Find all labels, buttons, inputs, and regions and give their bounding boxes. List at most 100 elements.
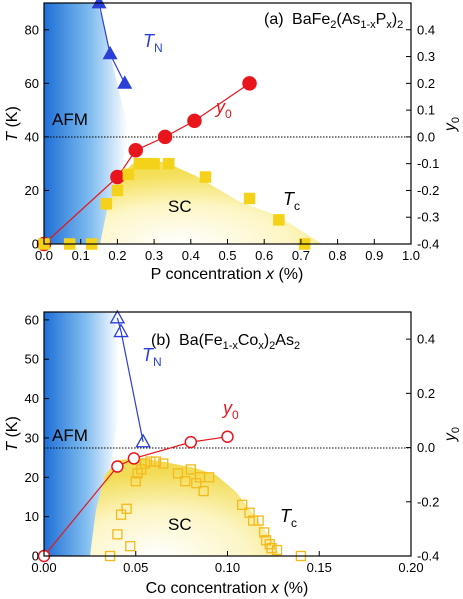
- series-label-tn-b: TN: [142, 345, 162, 369]
- title-a-part-7: 2: [397, 19, 403, 31]
- tc-a-sub: c: [294, 199, 300, 213]
- y2tick-label-a-2: -0.2: [417, 183, 439, 198]
- title-b: (b) Ba(Fe1-xCox)2As2: [151, 332, 300, 352]
- tc-b-sub: c: [291, 516, 297, 530]
- series-label-tc-b: Tc: [280, 506, 297, 530]
- point-tn-a-2: [117, 75, 133, 89]
- point-tc-b-19: [237, 499, 248, 510]
- point-tc-b-1: [112, 529, 123, 540]
- point-tc-b-8: [139, 458, 151, 469]
- xlabel-b-text: Co concentration: [146, 580, 271, 597]
- sc-label-a: SC: [168, 197, 192, 216]
- title-b-part-5: 2: [269, 340, 275, 352]
- tn-b-sub: N: [153, 355, 162, 369]
- y2tick-label-a-0: -0.4: [417, 237, 439, 252]
- ylabel-a: T (K): [4, 106, 21, 142]
- point-tc-b-26: [266, 542, 277, 554]
- xtick-label-a-5: 0.5: [218, 248, 236, 263]
- ytick-label-b-6: 60: [25, 312, 39, 327]
- point-y0-b-1: [111, 460, 124, 473]
- xtick-label-a-8: 0.8: [329, 248, 347, 263]
- y2tick-label-b-4: 0.4: [417, 332, 435, 347]
- xtick-label-b-4: 0.20: [398, 560, 423, 575]
- tc-a-var: T: [283, 189, 296, 209]
- panel-a: 0.0 0.1 0.2 0.3 0.4 0.5 0.6 0.7 0.8 0.9 1.00204060…: [4, 0, 462, 283]
- point-tc-b-18: [203, 472, 215, 483]
- panel-label-a: (a): [264, 11, 284, 28]
- point-tc-b-27: [271, 544, 283, 556]
- sc-label-b: SC: [168, 515, 192, 534]
- series-label-y0-b: y0: [221, 398, 239, 422]
- point-tc-b-17: [198, 485, 209, 497]
- title-b-part-6: As: [275, 332, 294, 349]
- ytick-label-b-3: 30: [25, 430, 39, 445]
- xlabel-b-unit: (%): [279, 580, 308, 597]
- point-tn-a-1: [102, 45, 118, 60]
- title-a-part-1: 2: [330, 19, 336, 31]
- point-y0-a-2: [128, 143, 143, 158]
- point-y0-b-4: [221, 430, 234, 443]
- point-tc-b-7: [136, 464, 147, 475]
- xtick-label-a-6: 0.6: [255, 248, 273, 263]
- y2tick-label-b-0: -0.4: [417, 549, 439, 564]
- title-b-part-2: Co: [238, 332, 259, 349]
- y2label-a-sub: 0: [450, 117, 462, 123]
- ylabel-b: T (K): [4, 416, 21, 452]
- point-tc-b-4: [125, 541, 136, 552]
- xtick-label-b-2: 0.10: [215, 560, 240, 575]
- title-b-part-7: 2: [294, 340, 300, 352]
- point-tn-b-1: [113, 323, 129, 338]
- afm-label-b: AFM: [52, 426, 88, 445]
- ytick-label-a-4: 80: [25, 22, 39, 37]
- ylabel-a-unit: (K): [4, 106, 21, 132]
- title-b-part-1: 1-x: [223, 340, 239, 352]
- point-y0-a-3: [157, 129, 173, 145]
- y2label-a: y0: [442, 117, 462, 132]
- y2label-b: y0: [442, 427, 462, 442]
- point-tn-b-0: [109, 309, 126, 324]
- point-tc-a-4: [111, 184, 124, 197]
- point-tc-a-12: [273, 214, 285, 226]
- series-label-tn-a: TN: [143, 31, 163, 55]
- y2label-a-var: y: [442, 122, 459, 132]
- point-y0-b-2: [127, 452, 141, 465]
- point-tc-a-9: [163, 157, 175, 170]
- y2tick-label-a-1: -0.3: [417, 210, 439, 225]
- point-tc-b-15: [191, 478, 202, 489]
- ytick-label-b-0: 0: [32, 549, 39, 564]
- ylabel-a-var: T: [4, 131, 21, 142]
- xtick-label-a-3: 0.3: [145, 248, 163, 263]
- ytick-label-b-5: 50: [25, 352, 39, 367]
- point-tc-a-5: [122, 168, 135, 181]
- y2tick-label-a-5: 0.1: [417, 103, 435, 118]
- point-tc-a-10: [199, 171, 212, 183]
- title-a-part-4: P: [376, 11, 387, 28]
- title-a-part-5: x: [386, 19, 392, 31]
- point-tn-b-2: [135, 433, 151, 448]
- ytick-label-b-1: 10: [25, 509, 39, 524]
- point-tn-a-0: [91, 0, 107, 9]
- y0-b-sub: 0: [232, 408, 239, 422]
- point-tc-b-23: [259, 527, 270, 538]
- tc-b-var: T: [280, 506, 293, 526]
- y0-a-sub: 0: [225, 107, 232, 121]
- point-tc-b-5: [130, 476, 141, 487]
- afm-label-a: AFM: [52, 110, 88, 129]
- xtick-label-a-9: 0.9: [365, 248, 383, 263]
- axes-group-b: 0.00 0.05 0.10 0.15 0.200102030405060-0.4-0.…: [25, 312, 440, 575]
- title-b-part-3: x: [258, 340, 264, 352]
- tn-a-var: T: [143, 31, 156, 51]
- title-a-part-0: BaFe: [292, 11, 330, 28]
- y2tick-label-a-6: 0.2: [417, 76, 435, 91]
- y0-b-var: y: [221, 398, 233, 418]
- xtick-label-b-3: 0.15: [307, 560, 332, 575]
- series-label-y0-a: y0: [214, 97, 232, 121]
- xtick-label-a-10: 1.0: [402, 248, 420, 263]
- xtick-label-b-1: 0.05: [123, 560, 148, 575]
- tn-b-var: T: [142, 345, 155, 365]
- xtick-label-b-0: 0.00: [31, 560, 56, 575]
- y2tick-label-b-3: 0.2: [417, 386, 435, 401]
- point-tc-b-10: [150, 456, 162, 467]
- xlabel-a-text: P concentration: [151, 266, 266, 283]
